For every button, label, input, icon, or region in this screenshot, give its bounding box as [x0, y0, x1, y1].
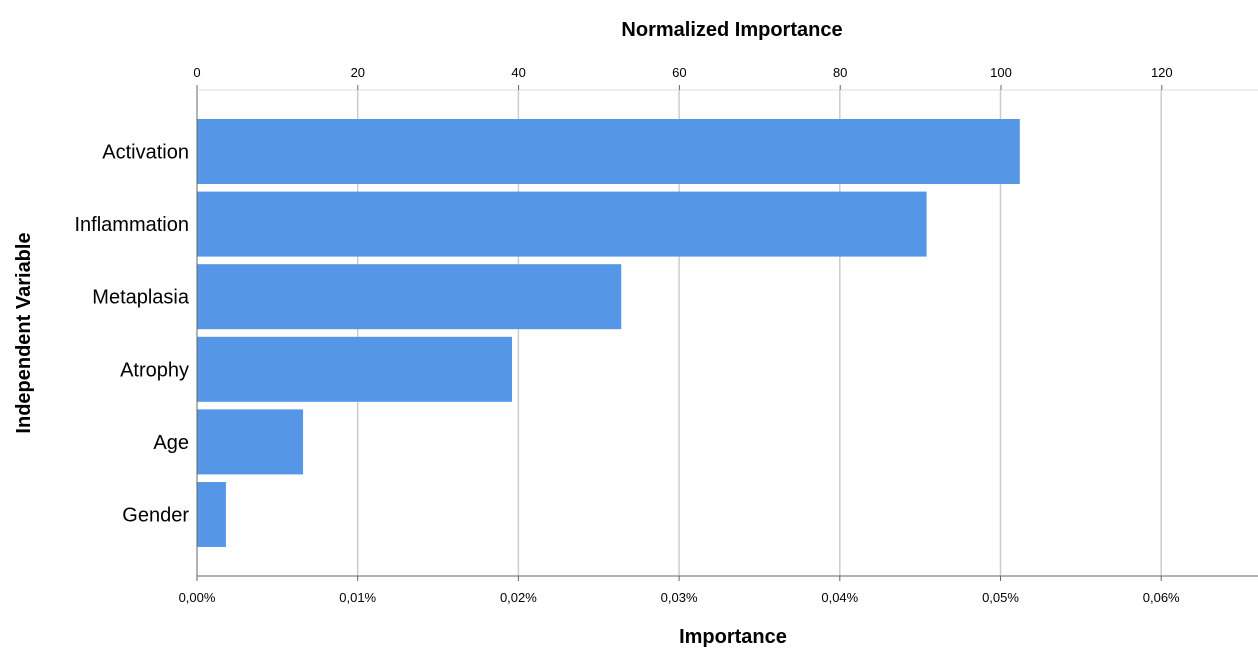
category-label: Activation	[102, 142, 189, 164]
top-tick-label: 40	[511, 65, 525, 80]
category-label: Metaplasia	[92, 287, 190, 309]
bar-inflammation	[197, 191, 927, 257]
bar-metaplasia	[197, 264, 622, 330]
category-label: Atrophy	[120, 359, 189, 381]
bottom-tick-label: 0,03%	[661, 590, 698, 605]
category-label: Age	[153, 432, 189, 454]
bottom-tick-label: 0,06%	[1143, 590, 1180, 605]
top-tick-labels: 0 20 40 60 80 100 120	[193, 65, 1173, 90]
bottom-axis-title: Importance	[679, 626, 787, 648]
bottom-tick-label: 0,02%	[500, 590, 537, 605]
bar-gender	[197, 482, 226, 547]
top-tick-label: 20	[351, 65, 365, 80]
y-axis-title: Independent Variable	[13, 232, 35, 433]
top-tick-label: 120	[1151, 65, 1173, 80]
axes	[196, 89, 1258, 577]
category-labels: Activation Inflammation Metaplasia Atrophy A…	[75, 142, 190, 527]
top-tick-label: 100	[990, 65, 1012, 80]
bottom-tick-label: 0,04%	[821, 590, 858, 605]
top-tick-label: 60	[672, 65, 686, 80]
bars	[197, 119, 1020, 547]
bottom-tick-label: 0,01%	[339, 590, 376, 605]
bottom-tick-label: 0,05%	[982, 590, 1019, 605]
top-tick-label: 80	[833, 65, 847, 80]
bottom-tick-labels: 0,00% 0,01% 0,02% 0,03% 0,04% 0,05% 0,06%	[179, 576, 1180, 605]
bar-activation	[197, 119, 1020, 184]
bar-age	[197, 409, 304, 475]
category-label: Inflammation	[75, 214, 190, 236]
top-tick-label: 0	[193, 65, 200, 80]
bar-atrophy	[197, 336, 512, 402]
bottom-tick-label: 0,00%	[179, 590, 216, 605]
category-label: Gender	[122, 505, 189, 527]
top-axis-title: Normalized Importance	[621, 19, 842, 41]
